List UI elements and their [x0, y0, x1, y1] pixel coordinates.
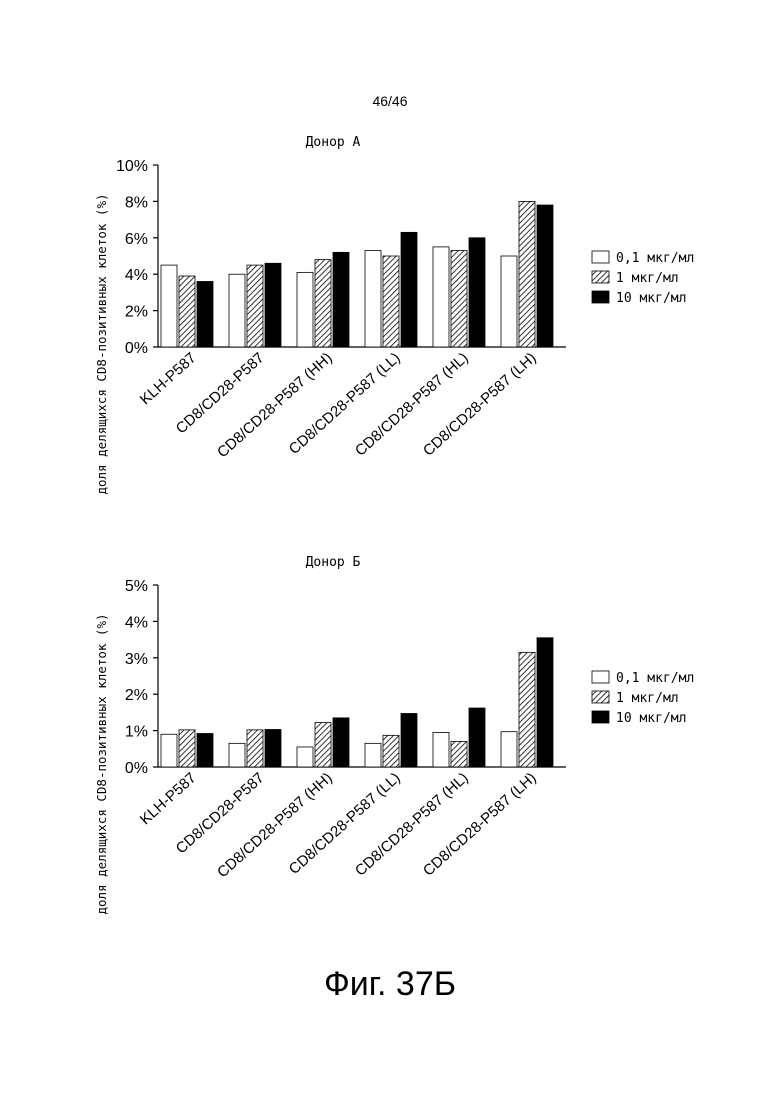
legend-swatch	[592, 271, 609, 283]
bar	[469, 238, 485, 347]
x-tick-label: CD8/CD28-P587 (HL)	[352, 769, 472, 879]
bar	[229, 274, 245, 347]
x-tick-label: CD8/CD28-P587 (LH)	[420, 349, 540, 459]
bar	[197, 734, 213, 767]
y-axis-label: доля делящихся CD8-позитивных клеток (%)	[94, 613, 109, 914]
legend-swatch	[592, 691, 609, 703]
chart-title: Донор А	[306, 135, 361, 150]
chart-title: Донор Б	[306, 555, 361, 570]
bar	[519, 652, 535, 767]
y-tick-label: 2%	[125, 687, 148, 704]
bar	[383, 256, 399, 347]
legend-label: 10 мкг/мл	[616, 291, 686, 306]
bar	[333, 718, 349, 767]
legend-swatch	[592, 671, 609, 683]
y-tick-label: 3%	[125, 651, 148, 668]
legend-swatch	[592, 711, 609, 723]
bar	[401, 232, 417, 347]
bar	[519, 201, 535, 347]
bar	[333, 252, 349, 347]
legend-label: 1 мкг/мл	[616, 271, 679, 286]
y-tick-label: 4%	[125, 267, 148, 284]
page-number: 46/46	[0, 93, 780, 109]
bar-chart-donor-b: Донор Б доля делящихся CD8-позитивных кле…	[0, 540, 780, 960]
y-tick-label: 6%	[125, 231, 148, 248]
bar	[265, 730, 281, 767]
bar	[315, 260, 331, 347]
figure-caption: Фиг. 37Б	[0, 965, 780, 1004]
legend-label: 10 мкг/мл	[616, 711, 686, 726]
bar	[297, 272, 313, 347]
bar	[161, 734, 177, 767]
bar	[161, 265, 177, 347]
bar	[247, 730, 263, 767]
x-tick-label: KLH-P587	[137, 349, 200, 408]
x-tick-label: CD8/CD28-P587 (LL)	[286, 349, 404, 458]
x-tick-label: CD8/CD28-P587 (HH)	[214, 349, 336, 461]
y-tick-label: 10%	[116, 158, 148, 175]
bar	[433, 247, 449, 347]
legend-label: 0,1 мкг/мл	[616, 671, 694, 686]
x-tick-label: CD8/CD28-P587 (LH)	[420, 769, 540, 879]
bar	[451, 251, 467, 347]
x-tick-label: KLH-P587	[137, 769, 200, 828]
bar	[365, 251, 381, 347]
y-axis-label: доля делящихся CD8-позитивных клеток (%)	[94, 193, 109, 494]
legend-swatch	[592, 251, 609, 263]
bar	[315, 723, 331, 767]
y-tick-label: 0%	[125, 340, 148, 357]
bar	[265, 263, 281, 347]
y-tick-label: 8%	[125, 194, 148, 211]
x-tick-label: CD8/CD28-P587 (HH)	[214, 769, 336, 881]
legend-swatch	[592, 291, 609, 303]
bar	[501, 732, 517, 767]
y-tick-label: 2%	[125, 304, 148, 321]
y-tick-label: 1%	[125, 724, 148, 741]
bar	[501, 256, 517, 347]
bar	[537, 638, 553, 767]
bar	[469, 708, 485, 767]
y-tick-label: 0%	[125, 760, 148, 777]
bar	[383, 735, 399, 767]
bar	[297, 747, 313, 767]
bar	[229, 743, 245, 767]
y-tick-label: 5%	[125, 578, 148, 595]
x-tick-label: CD8/CD28-P587 (HL)	[352, 349, 472, 459]
bar-chart-donor-a: Донор А доля делящихся CD8-позитивных кле…	[0, 120, 780, 540]
x-tick-label: CD8/CD28-P587 (LL)	[286, 769, 404, 878]
bar	[537, 205, 553, 347]
bar	[433, 732, 449, 767]
bar	[451, 742, 467, 767]
bar	[401, 713, 417, 767]
bar	[179, 276, 195, 347]
bar	[179, 730, 195, 767]
y-tick-label: 4%	[125, 614, 148, 631]
bar	[365, 743, 381, 767]
bar	[247, 265, 263, 347]
legend-label: 1 мкг/мл	[616, 691, 679, 706]
bar	[197, 281, 213, 347]
legend-label: 0,1 мкг/мл	[616, 251, 694, 266]
